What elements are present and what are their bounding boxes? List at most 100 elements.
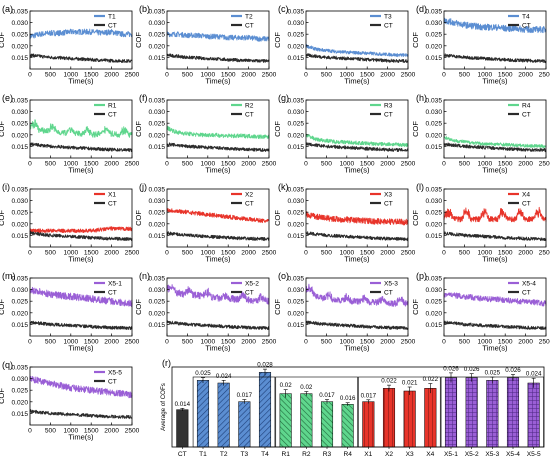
x-tick-label: 2000	[518, 339, 533, 346]
legend-label: R2	[245, 103, 254, 110]
x-tick-label: 2500	[125, 250, 140, 257]
x-tick-label: 500	[45, 72, 56, 79]
x-tick-label: 500	[321, 250, 332, 257]
plot-frame	[29, 188, 133, 248]
y-tick-label: 0.025	[148, 32, 165, 39]
legend-label: CT	[108, 201, 117, 208]
bar	[465, 377, 478, 448]
y-tick-label: 0.020	[425, 43, 442, 50]
data-label: 0.016	[340, 395, 356, 402]
x-tick-label: 1500	[360, 339, 375, 346]
category-label: T4	[261, 451, 269, 458]
y-axis-label: COF	[0, 210, 6, 226]
legend-label: T4	[522, 14, 530, 21]
y-tick-label: 0.020	[287, 310, 304, 317]
y-tick-label: 0.030	[425, 109, 442, 116]
legend-label: CT	[384, 23, 393, 30]
legend-label: CT	[108, 112, 117, 119]
x-tick-label: 1500	[84, 428, 99, 435]
x-tick-label: 0	[304, 339, 308, 346]
x-tick-label: 500	[45, 339, 56, 346]
x-tick-label: 0	[28, 339, 32, 346]
x-tick-label: 1000	[200, 339, 215, 346]
series-line	[443, 17, 547, 34]
x-axis-label: Time(s)	[205, 166, 231, 175]
x-axis-label: Time(s)	[205, 344, 231, 353]
x-tick-label: 2000	[518, 250, 533, 257]
data-label: 0.025	[195, 370, 211, 377]
legend-label: CT	[108, 379, 117, 386]
group-box	[440, 376, 544, 448]
bar	[341, 404, 354, 448]
bar	[403, 390, 416, 448]
x-tick-label: 0	[165, 161, 169, 168]
series-line	[29, 142, 133, 153]
bar	[506, 377, 520, 448]
panel-label: (c)	[278, 4, 289, 14]
x-axis-label: Time(s)	[205, 255, 231, 264]
y-tick-label: 0.025	[148, 210, 165, 217]
data-label: 0.025	[485, 370, 501, 377]
bar	[382, 388, 396, 448]
panel-label: (b)	[139, 4, 150, 14]
category-label: R2	[302, 451, 311, 458]
x-tick-label: 500	[459, 161, 470, 168]
y-axis-label: COF	[273, 121, 282, 137]
legend-label: CT	[522, 290, 531, 297]
x-tick-label: 2500	[401, 161, 416, 168]
series-line	[305, 44, 409, 58]
line-panel: (g) 0.015 0.020 0.025 0.030 0.035 0 500 1000 1500…	[273, 93, 416, 175]
x-tick-label: 1000	[477, 250, 492, 257]
series-line	[443, 320, 547, 330]
data-label: 0.014	[175, 401, 191, 408]
series-line	[29, 320, 133, 331]
y-axis-label: COF	[134, 121, 143, 137]
legend-label: R1	[108, 103, 117, 110]
y-tick-label: 0.030	[11, 20, 28, 27]
bar-panel: (r) Average of COFs 0.014 CT 0.025 T1 0.024 T2 0…	[160, 358, 545, 458]
x-tick-label: 1500	[84, 72, 99, 79]
line-panel: (o) 0.015 0.020 0.025 0.030 0.035 0 500 1000 1500…	[273, 271, 416, 353]
x-axis-label: Time(s)	[68, 166, 94, 175]
x-tick-label: 2000	[241, 339, 256, 346]
plot-frame	[29, 277, 133, 337]
line-panel: (e) 0.015 0.020 0.025 0.030 0.035 0 500 1000 1500…	[0, 93, 140, 175]
y-axis-label: COF	[0, 299, 6, 315]
y-tick-label: 0.025	[425, 299, 442, 306]
bar	[527, 382, 540, 448]
line-panel: (f) 0.015 0.020 0.025 0.030 0.035 0 500 1000 1500…	[134, 93, 277, 175]
y-tick-label: 0.015	[287, 144, 304, 151]
x-tick-label: 2500	[262, 72, 277, 79]
legend-label: CT	[108, 23, 117, 30]
bar	[258, 372, 272, 448]
y-axis-label: COF	[0, 121, 6, 137]
line-panel: (i) 0.015 0.020 0.025 0.030 0.035 0 500 1000 1500…	[0, 182, 140, 264]
data-label: 0.017	[361, 392, 377, 399]
y-tick-label: 0.035	[148, 187, 165, 194]
category-label: X5-2	[465, 451, 479, 458]
y-tick-label: 0.025	[11, 32, 28, 39]
x-tick-label: 1500	[221, 339, 236, 346]
category-label: X2	[385, 451, 393, 458]
x-axis-label: Time(s)	[482, 255, 508, 264]
x-tick-label: 1000	[339, 161, 354, 168]
legend-label: CT	[245, 112, 254, 119]
series-line	[166, 208, 270, 224]
data-label: 0.026	[443, 365, 459, 372]
y-tick-label: 0.015	[148, 322, 165, 329]
plot-frame	[305, 10, 409, 70]
y-tick-label: 0.035	[287, 9, 304, 16]
series-line	[305, 142, 409, 152]
y-tick-label: 0.035	[148, 9, 165, 16]
x-tick-label: 1500	[498, 161, 513, 168]
series-line	[29, 28, 133, 40]
plot-frame	[166, 99, 270, 159]
x-tick-label: 0	[28, 428, 32, 435]
y-tick-label: 0.035	[11, 187, 28, 194]
x-axis-label: Time(s)	[344, 166, 370, 175]
legend-label: X3	[384, 192, 392, 199]
panel-label: (k)	[278, 182, 289, 192]
panel-label: (g)	[278, 93, 289, 103]
series-line	[443, 142, 547, 153]
